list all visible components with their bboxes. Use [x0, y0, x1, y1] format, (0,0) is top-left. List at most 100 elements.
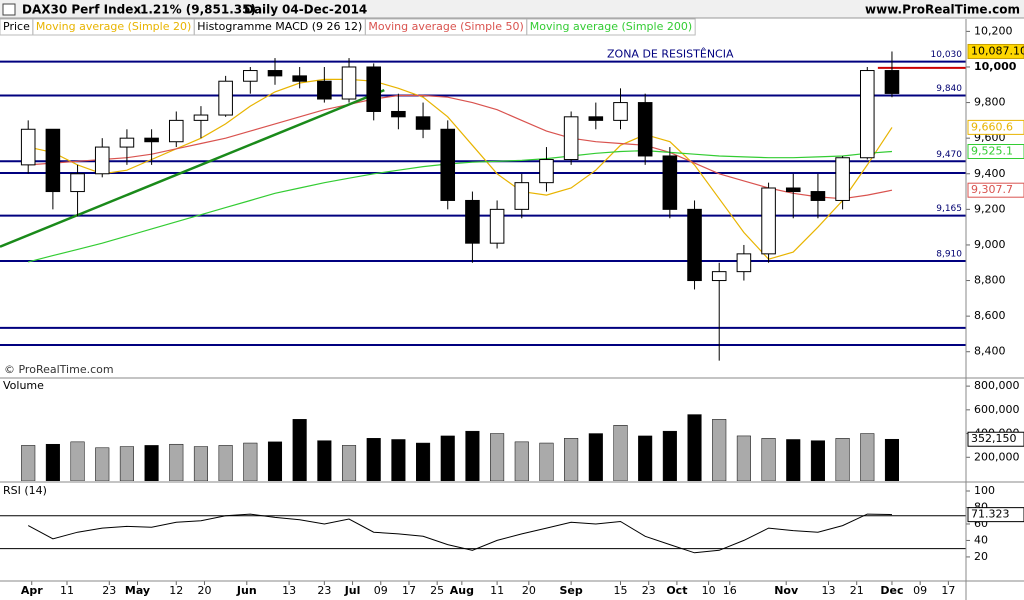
y-tick-label: 600,000 [974, 403, 1020, 416]
x-tick-label: 23 [642, 584, 656, 597]
x-tick-label: Nov [774, 584, 799, 597]
panel-title: Volume [3, 379, 44, 392]
candle-body [835, 157, 850, 201]
candle-body [489, 208, 505, 244]
candle-body [465, 199, 480, 244]
volume-bar [638, 435, 653, 481]
trendline [0, 88, 385, 248]
candle-body [415, 116, 431, 130]
date: 04-Dec-2014 [282, 3, 367, 17]
x-tick-label: 12 [169, 584, 183, 597]
x-tick-label: 15 [613, 584, 627, 597]
candle-body [588, 116, 604, 121]
y-tick-label: 10,200 [974, 24, 1013, 37]
value-tag [967, 43, 1024, 59]
volume-bar [884, 438, 900, 481]
x-tick-label: 17 [402, 584, 416, 597]
x-tick-label: 13 [822, 584, 836, 597]
x-tick-label: May [125, 584, 150, 597]
watermark: © ProRealTime.com [4, 363, 114, 376]
candle-body [366, 66, 381, 112]
candle-body [267, 70, 283, 77]
legend-entry: Moving average (Simple 50) [368, 20, 523, 33]
candle-body [94, 146, 110, 175]
x-tick-label: 10 [702, 584, 716, 597]
candle-body [736, 253, 752, 273]
candle-body [785, 187, 801, 193]
level-label: 8,910 [936, 249, 962, 259]
volume-bar [416, 442, 431, 481]
volume-bar [243, 442, 258, 481]
volume-bar [539, 442, 554, 481]
value-tag [967, 119, 1024, 135]
moving-average [28, 149, 893, 263]
volume-bar [119, 446, 134, 481]
volume-bar [366, 438, 381, 481]
x-tick-label: 11 [60, 584, 74, 597]
y-tick-label: 9,400 [974, 167, 1006, 180]
x-tick-label: Jun [236, 584, 257, 597]
price-panel: © ProRealTime.com [0, 51, 966, 376]
change: -1.21% (9,851.35) [135, 3, 256, 17]
volume-bar [490, 433, 505, 481]
x-tick-label: Aug [450, 584, 474, 597]
volume-bar [95, 447, 110, 481]
value-tag [967, 431, 1024, 447]
icon [2, 3, 16, 16]
axes: 8,4008,6008,8009,0009,2009,4009,6009,800… [21, 24, 1024, 597]
title: DAX30 Perf Index [22, 3, 141, 17]
volume-bar [761, 438, 776, 481]
level-label: 10,030 [931, 50, 963, 60]
x-tick-label: 21 [850, 584, 864, 597]
legend-entry: Histogramme MACD (9 26 12) [197, 20, 362, 33]
moving-average [28, 78, 893, 260]
volume-bar [317, 440, 332, 481]
x-tick-label: Oct [666, 584, 687, 597]
volume-bar [736, 435, 751, 481]
candle-body [810, 191, 826, 201]
legend-entry: Price [3, 20, 30, 33]
volume-bar [45, 443, 60, 481]
value-tag-label: 9,660.6 [971, 120, 1013, 133]
value-tag-label: 9,307.7 [971, 183, 1013, 196]
value-tag-label: 9,525.1 [971, 144, 1013, 157]
header-bar [0, 0, 1024, 18]
x-tick-label: 09 [913, 584, 927, 597]
candle-body [341, 66, 357, 100]
candle-body [20, 128, 36, 166]
candle-body [218, 80, 233, 116]
candle-body [687, 208, 702, 282]
x-tick-label: 11 [490, 584, 504, 597]
candle-body [514, 182, 530, 210]
candle-body [539, 159, 554, 184]
candle-body [563, 116, 579, 161]
value-tag [967, 507, 1024, 523]
value-tag [967, 143, 1024, 159]
volume-bar [613, 425, 628, 481]
x-tick-label: Dec [880, 584, 903, 597]
volume-bar [687, 414, 702, 481]
site: www.ProRealTime.com [865, 3, 1020, 17]
value-tag-label: 10,087.10 [971, 44, 1024, 57]
candle-body [144, 137, 159, 143]
legend-cell [526, 18, 696, 36]
candle-body [440, 128, 456, 201]
x-tick-label: 20 [522, 584, 536, 597]
x-tick-label: 13 [282, 584, 296, 597]
y-tick-label: 20 [974, 550, 988, 563]
candle-body [761, 187, 776, 255]
candle-body [243, 70, 258, 82]
volume-bar [193, 446, 208, 481]
y-tick-label: 9,200 [974, 202, 1006, 215]
x-tick-label: 23 [317, 584, 331, 597]
value-tag-label: 71.323 [971, 508, 1010, 521]
volume-bar [341, 445, 357, 481]
level-label: 9,470 [936, 150, 962, 160]
y-tick-label: 40 [974, 533, 988, 546]
candle-body [637, 102, 653, 157]
y-tick-label: 8,800 [974, 274, 1006, 287]
volume-bar [267, 441, 283, 481]
candle-body [884, 70, 900, 94]
x-tick-label: 25 [430, 584, 444, 597]
